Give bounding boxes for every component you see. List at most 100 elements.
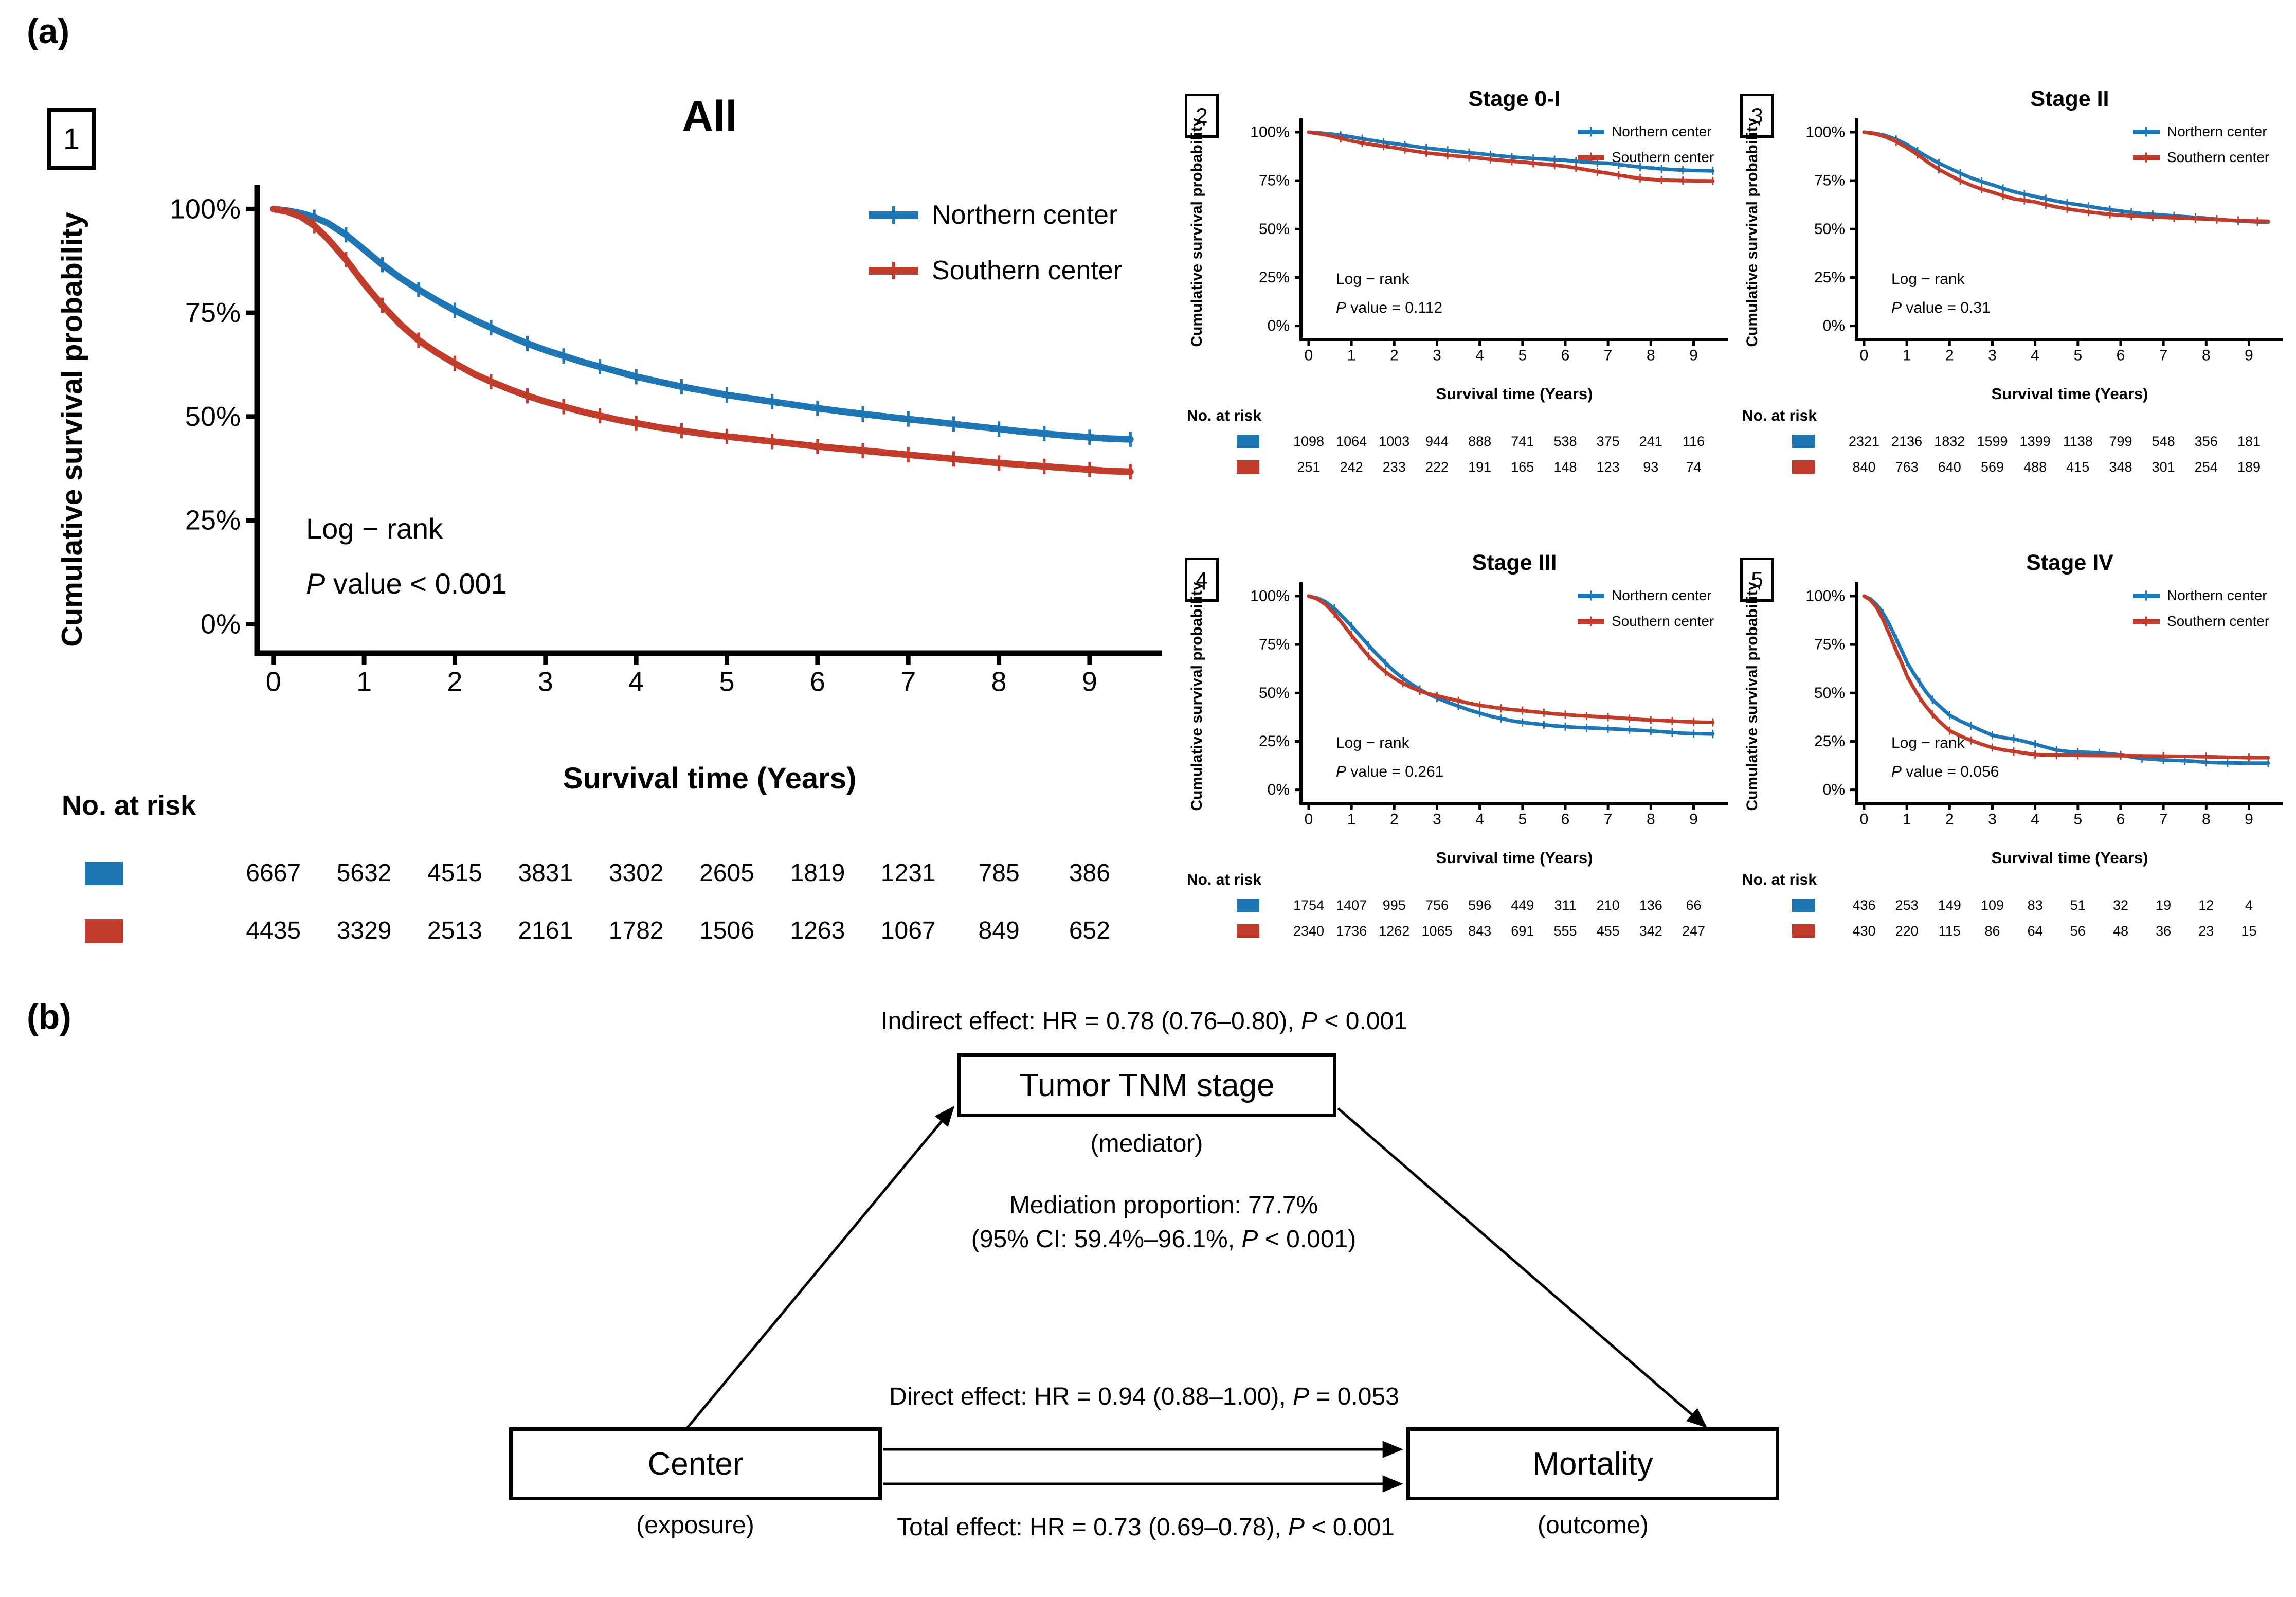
risk-count: 210 — [1596, 898, 1620, 913]
risk-count: 2340 — [1293, 923, 1325, 939]
southern-legend-marker — [1578, 616, 1604, 626]
svg-text:6: 6 — [2117, 347, 2125, 364]
panel-a-label: (a) — [27, 12, 70, 51]
risk-count: 4515 — [427, 859, 482, 887]
risk-count: 548 — [2152, 434, 2175, 449]
legend-row-southern: Southern center — [1578, 149, 1714, 166]
risk-count: 691 — [1511, 923, 1534, 939]
km-plot: 100% 75% 50% 25% 0% 0 1 2 3 4 5 6 7 8 9 — [1250, 582, 1728, 828]
svg-text:75%: 75% — [1259, 172, 1290, 189]
no-at-risk-label: No. at risk — [1742, 407, 1817, 424]
svg-text:25%: 25% — [1814, 269, 1845, 286]
no-at-risk-label: No. at risk — [1187, 407, 1262, 424]
risk-count: 3329 — [336, 917, 392, 944]
southern-legend-marker — [2133, 616, 2160, 626]
risk-count: 3302 — [608, 859, 664, 887]
risk-count: 2513 — [427, 917, 482, 944]
svg-text:5: 5 — [2073, 347, 2082, 364]
svg-text:6: 6 — [1561, 347, 1570, 364]
panel-number-box: 1 — [47, 108, 96, 170]
risk-count: 220 — [1895, 923, 1919, 939]
x-axis-label: Survival time (Years) — [1991, 385, 2148, 403]
svg-text:2: 2 — [1390, 811, 1399, 828]
risk-count: 51 — [2070, 898, 2086, 913]
svg-text:7: 7 — [2159, 811, 2168, 828]
chart-title: Stage II — [2030, 86, 2109, 111]
svg-text:50%: 50% — [1814, 685, 1845, 702]
risk-count: 1067 — [880, 917, 936, 944]
indirect-arrow-right — [1337, 1107, 1708, 1428]
risk-count: 66 — [1686, 898, 1702, 913]
risk-count: 1263 — [790, 917, 845, 944]
risk-count: 233 — [1382, 459, 1406, 475]
svg-text:2: 2 — [1945, 347, 1954, 364]
risk-count: 48 — [2112, 923, 2129, 939]
risk-count: 2605 — [699, 859, 754, 887]
risk-count: 840 — [1852, 459, 1876, 475]
direct-effect-text: Direct effect: HR = 0.94 (0.88–1.00), P … — [889, 1383, 1399, 1410]
legend-row-southern: Southern center — [2133, 149, 2269, 166]
indirect-arrow-left — [685, 1105, 955, 1430]
x-axis-label: Survival time (Years) — [1991, 849, 2148, 867]
svg-text:8: 8 — [2202, 811, 2211, 828]
risk-count: 311 — [1554, 898, 1577, 913]
legend-label: Southern center — [932, 256, 1123, 285]
svg-text:0: 0 — [1305, 811, 1313, 828]
svg-text:9: 9 — [2245, 811, 2253, 828]
risk-count: 785 — [978, 859, 1020, 887]
northern-legend-marker — [2133, 590, 2160, 601]
risk-count: 386 — [1069, 859, 1110, 887]
exposure-sublabel: (exposure) — [636, 1512, 754, 1539]
svg-text:2: 2 — [1945, 811, 1954, 828]
risk-count: 640 — [1938, 459, 1961, 475]
risk-count: 32 — [2112, 898, 2129, 913]
km-panel-stage-ii: 3 Stage II Cumulative survival probabili… — [1738, 72, 2296, 545]
risk-count: 109 — [1980, 898, 2004, 913]
risk-count: 36 — [2156, 923, 2172, 939]
svg-text:6: 6 — [810, 666, 825, 697]
svg-text:75%: 75% — [1814, 636, 1845, 653]
panel-b-label: (b) — [27, 997, 71, 1036]
northern-legend-marker — [869, 206, 918, 224]
svg-text:0: 0 — [1305, 347, 1313, 364]
legend-label: Southern center — [1612, 149, 1714, 165]
svg-text:2: 2 — [1390, 347, 1399, 364]
km-panel-stage-iii: 4 Stage III Cumulative survival probabil… — [1183, 536, 1741, 1009]
km-plot: 100% 75% 50% 25% 0% 0 1 2 3 4 5 6 7 8 9 — [170, 185, 1162, 697]
logrank-annotation: Log − rank P value = 0.261 — [1336, 734, 1444, 780]
risk-count: 1407 — [1336, 898, 1367, 913]
legend-row-southern: Southern center — [869, 255, 1122, 286]
legend-label: Northern center — [1612, 123, 1712, 139]
risk-count: 944 — [1425, 434, 1449, 449]
risk-count: 189 — [2237, 459, 2261, 475]
svg-text:3: 3 — [538, 666, 553, 697]
chart-title: All — [682, 92, 737, 140]
svg-text:25%: 25% — [1259, 269, 1290, 286]
svg-text:4: 4 — [2031, 347, 2039, 364]
panel-number-box: 2 — [1185, 94, 1219, 138]
svg-text:8: 8 — [991, 666, 1007, 697]
chart-title: Stage IV — [2026, 550, 2113, 575]
svg-text:0%: 0% — [1268, 317, 1290, 334]
risk-table: 6667 5632 4515 3831 3302 2605 1819 1231 785 386 44… — [41, 46, 1196, 967]
risk-count: 569 — [1980, 459, 2004, 475]
risk-count: 1262 — [1379, 923, 1410, 939]
indirect-effect-text: Indirect effect: HR = 0.78 (0.76–0.80), … — [881, 1008, 1407, 1035]
svg-text:9: 9 — [1689, 347, 1698, 364]
legend-label: Northern center — [1612, 587, 1712, 603]
exposure-box: Center — [509, 1427, 882, 1500]
km-plot: 100% 75% 50% 25% 0% 0 1 2 3 4 5 6 7 8 9 — [1805, 582, 2283, 828]
southern-legend-marker — [1578, 152, 1604, 163]
mediator-box: Tumor TNM stage — [957, 1053, 1336, 1117]
km-panel-stage-0-i: 2 Stage 0-I Cumulative survival probabil… — [1183, 72, 1741, 545]
risk-count: 148 — [1553, 459, 1577, 475]
risk-count: 301 — [2152, 459, 2175, 475]
northern-legend-marker — [2133, 127, 2160, 137]
risk-count: 56 — [2070, 923, 2086, 939]
svg-text:5: 5 — [2073, 811, 2082, 828]
legend-label: Northern center — [932, 200, 1118, 230]
risk-count: 888 — [1468, 434, 1492, 449]
risk-count: 596 — [1468, 898, 1492, 913]
legend-label: Southern center — [2167, 613, 2270, 629]
